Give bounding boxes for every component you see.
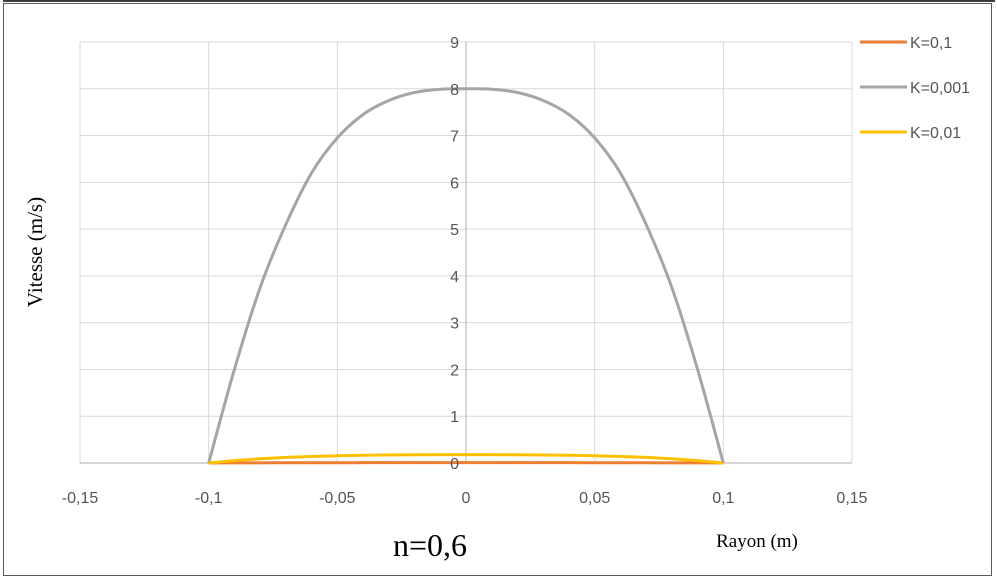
y-tick-label-3: 3	[450, 316, 459, 333]
x-tick-label-6: 0,15	[836, 490, 867, 507]
legend: K=0,1 K=0,001 K=0,01	[860, 35, 970, 142]
y-tick-label-2: 2	[450, 362, 459, 379]
x-tick-labels: -0,15 -0,1 -0,05 0 0,05 0,1 0,15	[62, 490, 868, 507]
chart-annotation: n=0,6	[393, 527, 467, 563]
y-tick-label-6: 6	[450, 175, 459, 192]
y-tick-label-1: 1	[450, 409, 459, 426]
x-tick-label-4: 0,05	[579, 490, 610, 507]
chart-frame	[3, 3, 992, 576]
x-tick-label-5: 0,1	[712, 490, 734, 507]
y-axis-label: Vitesse (m/s)	[23, 197, 47, 307]
legend-label-2: K=0,01	[910, 125, 961, 142]
legend-label-1: K=0,001	[910, 80, 970, 97]
y-tick-label-8: 8	[450, 82, 459, 99]
x-tick-label-2: -0,05	[319, 490, 356, 507]
top-border-line	[3, 0, 995, 2]
y-tick-label-5: 5	[450, 222, 459, 239]
legend-label-0: K=0,1	[910, 35, 952, 52]
axes	[80, 42, 852, 464]
y-tick-labels: 0 1 2 3 4 5 6 7 8 9	[450, 35, 459, 473]
y-tick-label-9: 9	[450, 35, 459, 52]
y-tick-label-7: 7	[450, 129, 459, 146]
series-line-1	[207, 87, 725, 464]
x-tick-label-0: -0,15	[62, 490, 99, 507]
x-tick-label-1: -0,1	[195, 490, 223, 507]
y-tick-label-4: 4	[450, 269, 459, 286]
x-axis-label: Rayon (m)	[716, 531, 798, 552]
y-tick-label-0: 0	[450, 456, 459, 473]
series-lines	[207, 87, 725, 465]
x-tick-label-3: 0	[462, 490, 471, 507]
series-line-2	[208, 453, 724, 465]
